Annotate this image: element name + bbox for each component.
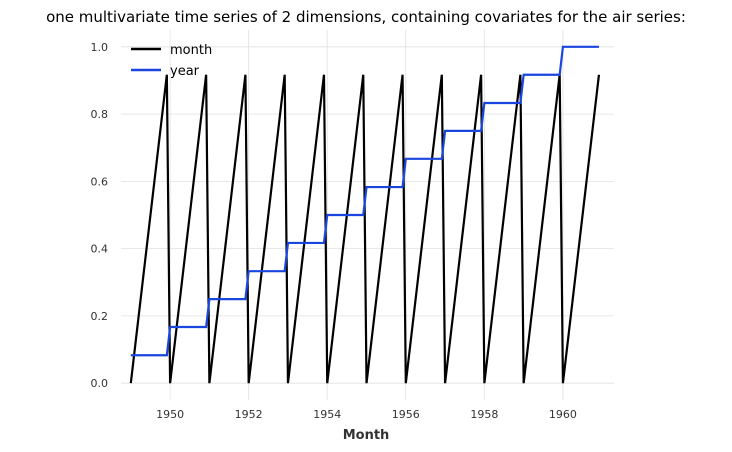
series-line-month bbox=[129, 74, 601, 384]
x-axis-ticks: 1950 1952 1954 1956 1958 1960 bbox=[156, 408, 577, 421]
y-tick-label: 0.8 bbox=[91, 108, 109, 121]
legend-label-year: year bbox=[170, 64, 200, 79]
legend-label-month: month bbox=[170, 43, 212, 58]
series-layer bbox=[129, 45, 601, 384]
y-tick-label: 0.6 bbox=[91, 175, 109, 188]
y-tick-label: 0.2 bbox=[91, 310, 109, 323]
x-tick-label: 1958 bbox=[470, 408, 498, 421]
series-line-year bbox=[130, 45, 599, 357]
y-axis-ticks: 0.0 0.2 0.4 0.6 0.8 1.0 bbox=[91, 41, 109, 390]
x-tick-label: 1960 bbox=[549, 408, 577, 421]
chart-title: one multivariate time series of 2 dimens… bbox=[46, 8, 686, 26]
x-axis-label: Month bbox=[343, 428, 390, 443]
legend: month year bbox=[131, 43, 212, 79]
grid bbox=[121, 30, 614, 400]
x-tick-label: 1952 bbox=[235, 408, 263, 421]
y-tick-label: 1.0 bbox=[91, 41, 109, 54]
x-tick-label: 1954 bbox=[313, 408, 341, 421]
y-tick-label: 0.0 bbox=[91, 377, 109, 390]
y-tick-label: 0.4 bbox=[91, 243, 109, 256]
x-tick-label: 1950 bbox=[156, 408, 184, 421]
x-tick-label: 1956 bbox=[392, 408, 420, 421]
